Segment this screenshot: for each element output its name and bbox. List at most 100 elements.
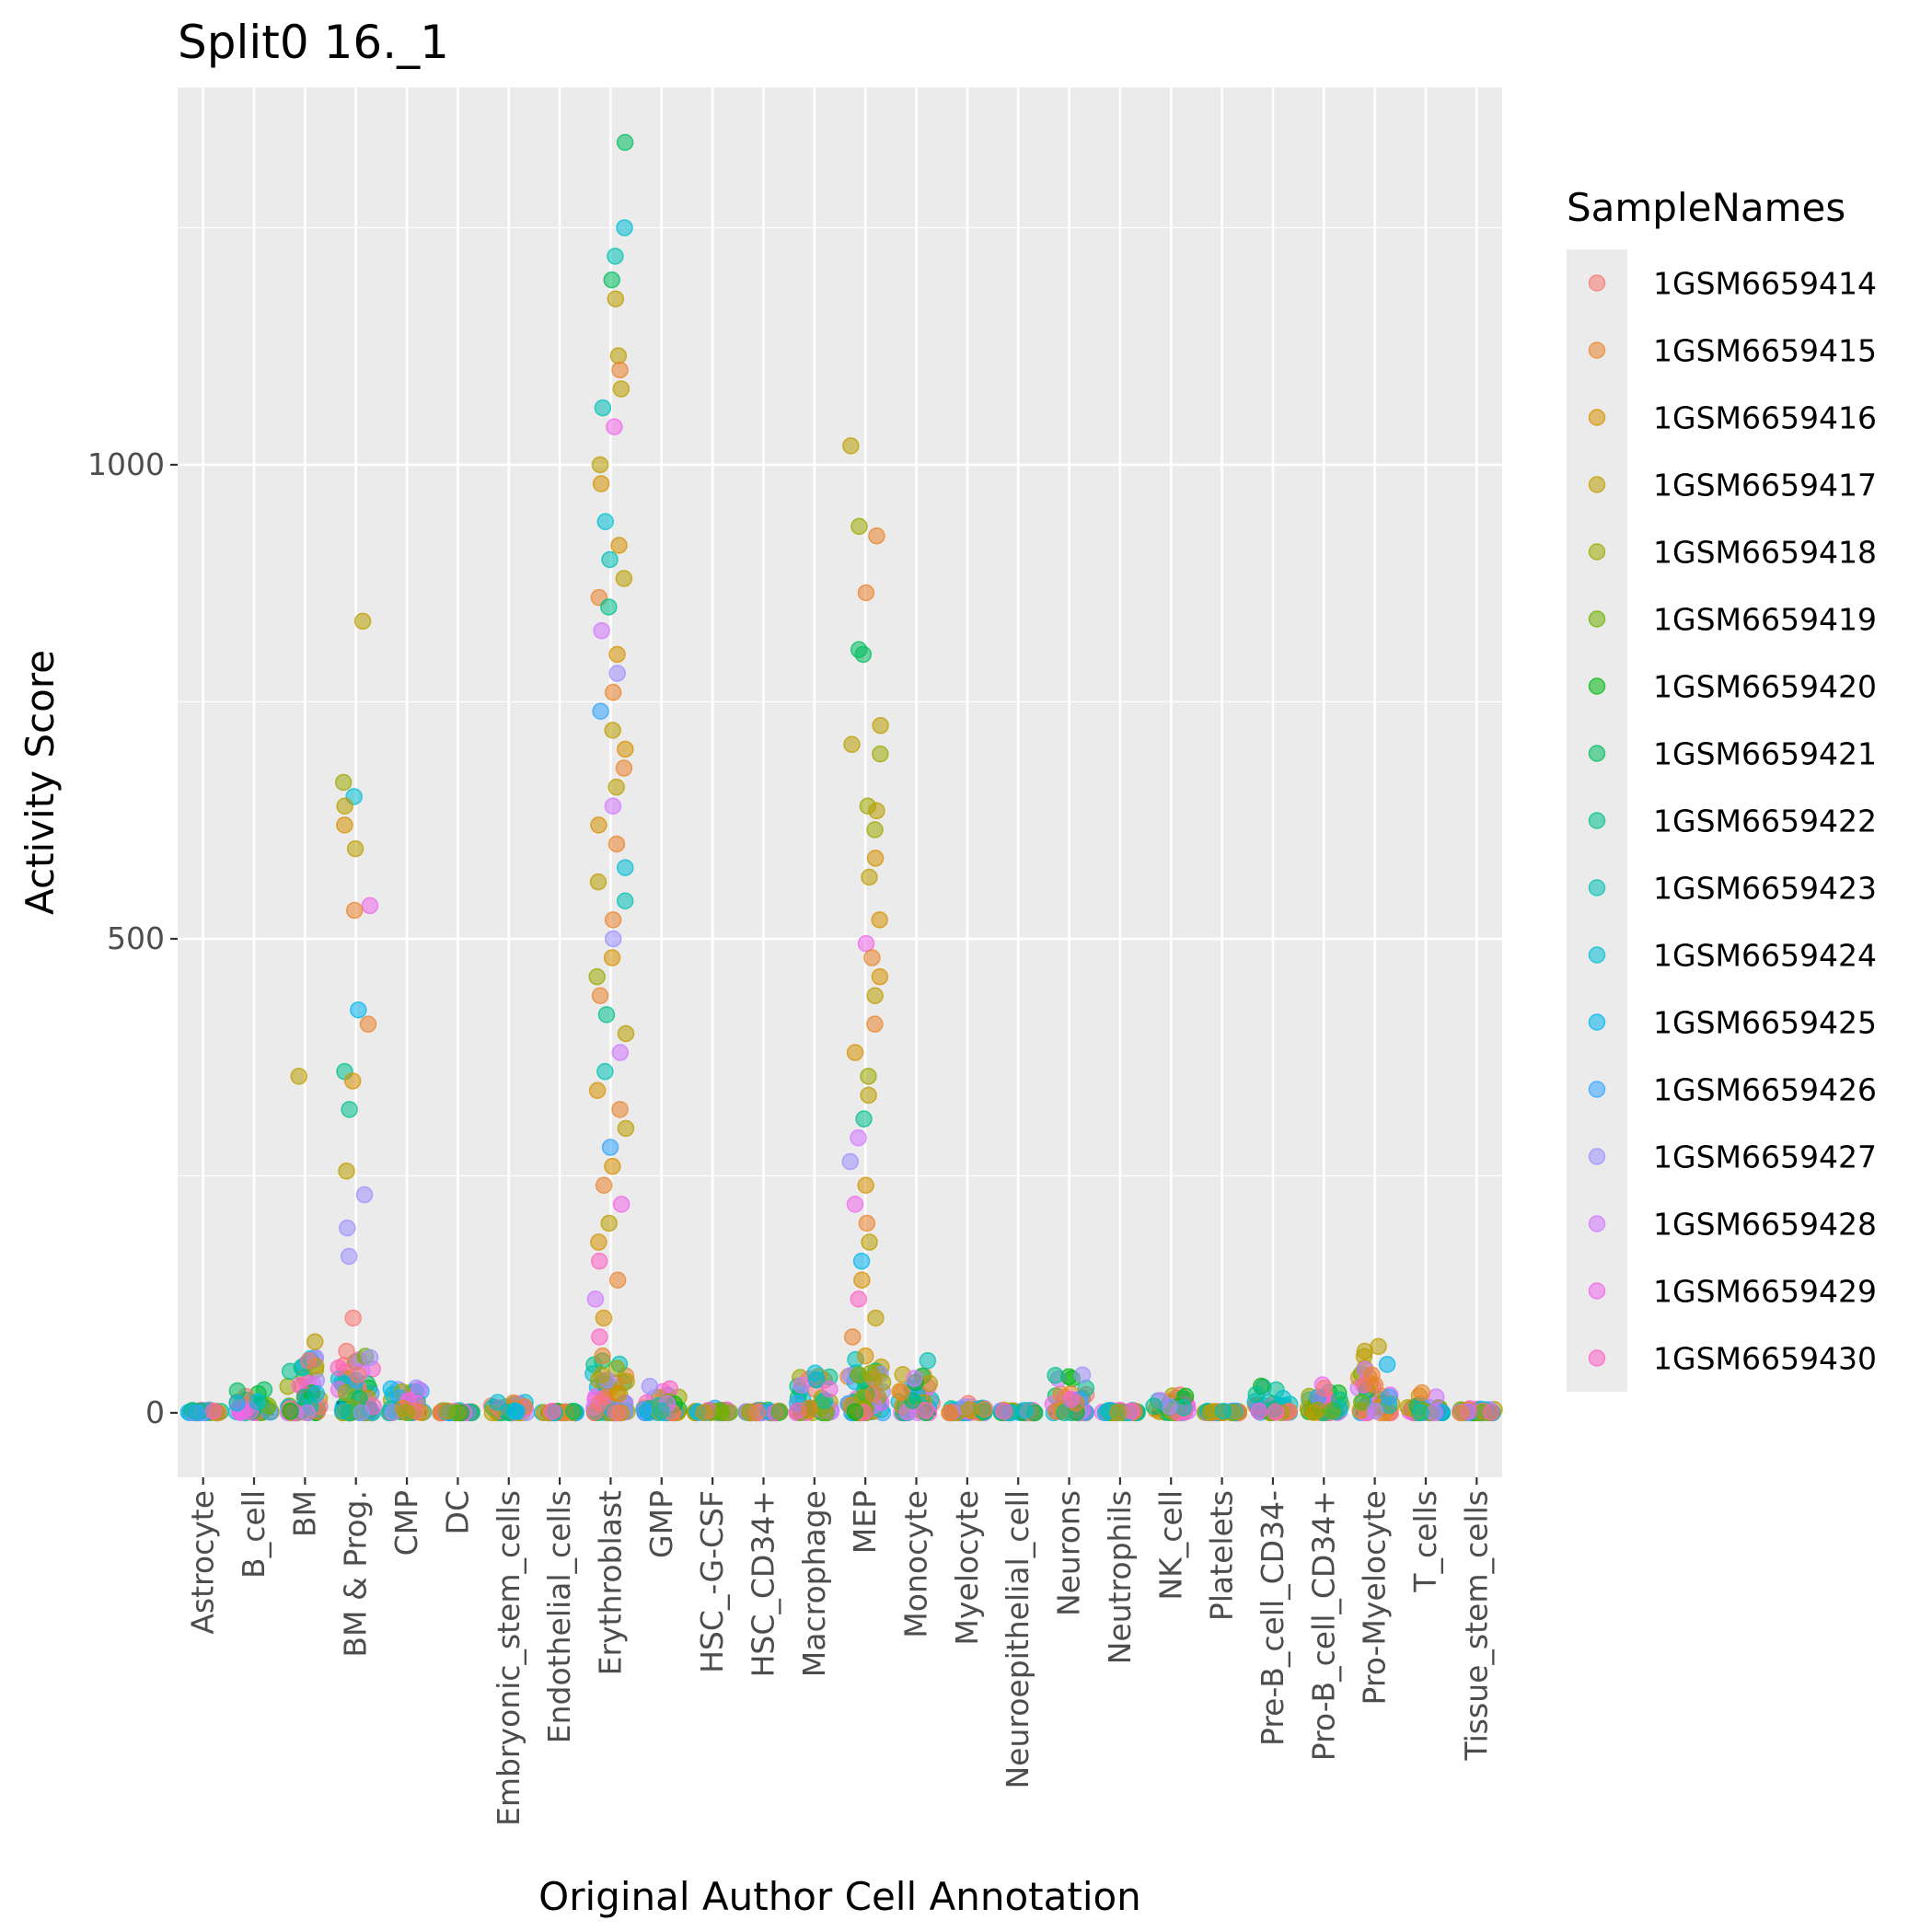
data-point: [941, 1404, 958, 1422]
data-point: [1353, 1394, 1371, 1411]
x-tick-label: HSC_-G-CSF: [694, 1490, 730, 1673]
data-point: [618, 1372, 635, 1391]
x-axis-title: Original Author Cell Annotation: [538, 1874, 1141, 1919]
data-point: [609, 347, 628, 364]
x-tick-label: HSC_CD34+: [745, 1490, 781, 1677]
data-point: [616, 133, 634, 151]
data-point: [863, 949, 881, 966]
data-point: [850, 1129, 867, 1147]
data-point: [906, 1370, 923, 1387]
data-point: [871, 911, 888, 929]
data-point: [864, 1385, 883, 1403]
data-point: [330, 1359, 348, 1377]
data-point: [398, 1404, 415, 1421]
data-point: [597, 1006, 616, 1024]
data-point: [359, 1015, 377, 1033]
x-tick-label: MEP: [847, 1490, 883, 1554]
data-point: [841, 1152, 859, 1171]
data-point: [341, 1101, 358, 1118]
data-point: [857, 1176, 874, 1195]
data-point: [1482, 1404, 1500, 1421]
data-point: [353, 1404, 371, 1422]
data-point: [917, 1401, 935, 1419]
data-point: [346, 839, 364, 858]
y-axis: 0 500 1000: [87, 446, 178, 1430]
data-point: [204, 1402, 223, 1420]
data-point: [843, 1328, 862, 1346]
legend-key: [1588, 745, 1606, 762]
data-point: [604, 683, 622, 701]
legend-label: 1GSM6659414: [1653, 266, 1877, 302]
data-point: [871, 967, 889, 986]
data-point: [1047, 1367, 1064, 1384]
data-point: [344, 1309, 362, 1327]
data-point: [1062, 1391, 1081, 1408]
legend-key: [1588, 274, 1606, 292]
x-tick-label: Pro-Myelocyte: [1357, 1490, 1393, 1705]
legend-label: 1GSM6659425: [1653, 1005, 1877, 1041]
data-point: [281, 1362, 299, 1381]
data-point: [853, 1271, 871, 1290]
legend-label: 1GSM6659429: [1653, 1274, 1877, 1310]
data-point: [850, 1290, 868, 1308]
data-point: [608, 665, 626, 682]
legend-title: SampleNames: [1567, 185, 1845, 230]
data-point: [601, 550, 619, 569]
legend: SampleNames 1GSM6659414 1GSM6659415 1GSM66…: [1567, 185, 1877, 1392]
x-tick-label: Embryonic_stem_cells: [491, 1490, 526, 1826]
x-tick-label: Tissue_stem_cells: [1458, 1490, 1494, 1761]
legend-label: 1GSM6659428: [1653, 1207, 1877, 1243]
data-point: [355, 1186, 374, 1204]
data-point: [338, 1342, 355, 1360]
data-point: [858, 1214, 876, 1232]
legend-key: [1588, 677, 1606, 695]
data-point: [508, 1403, 526, 1420]
data-point: [339, 1219, 356, 1237]
data-point: [349, 1366, 367, 1384]
legend-label: 1GSM6659427: [1653, 1140, 1877, 1175]
x-tick-label: Neuroepithelial_cell: [1000, 1490, 1035, 1789]
data-point: [1109, 1404, 1128, 1421]
data-point: [604, 1157, 621, 1175]
data-point: [873, 1373, 892, 1392]
data-point: [652, 1402, 670, 1420]
data-point: [617, 859, 634, 876]
data-point: [919, 1352, 937, 1370]
data-point: [361, 1348, 379, 1367]
x-tick-label: B_cell: [236, 1490, 272, 1579]
data-points: [179, 133, 1503, 1422]
data-point: [1412, 1404, 1429, 1422]
legend-key: [1588, 476, 1606, 493]
data-point: [868, 802, 885, 820]
data-point: [1381, 1388, 1398, 1406]
data-point: [592, 702, 609, 720]
data-point: [249, 1393, 267, 1410]
data-point: [586, 1290, 605, 1308]
data-point: [361, 897, 379, 915]
legend-label: 1GSM6659415: [1653, 333, 1877, 369]
data-point: [846, 1044, 864, 1061]
data-point: [866, 987, 884, 1005]
y-tick-label: 500: [107, 920, 165, 956]
data-point: [1366, 1402, 1384, 1420]
data-point: [611, 1044, 630, 1061]
data-point: [607, 778, 625, 796]
legend-key: [1588, 879, 1606, 897]
data-point: [821, 1380, 839, 1398]
data-point: [1428, 1388, 1445, 1406]
data-point: [343, 1072, 362, 1090]
x-tick-label: Pre-B_cell_CD34-: [1255, 1490, 1290, 1746]
data-point: [1250, 1403, 1267, 1420]
data-point: [603, 949, 621, 966]
legend-label: 1GSM6659416: [1653, 400, 1877, 436]
data-point: [336, 816, 353, 834]
y-axis-title: Activity Score: [17, 650, 63, 915]
data-point: [1452, 1404, 1469, 1422]
data-point: [641, 1377, 659, 1395]
x-tick-label: Myelocyte: [949, 1490, 985, 1646]
data-point: [866, 850, 885, 867]
x-tick-label: Monocyte: [898, 1490, 934, 1638]
data-point: [1378, 1356, 1396, 1373]
data-point: [846, 1196, 864, 1213]
data-point: [1304, 1404, 1323, 1421]
